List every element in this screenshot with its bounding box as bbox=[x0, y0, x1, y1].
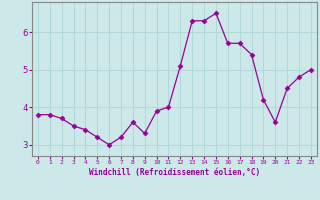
X-axis label: Windchill (Refroidissement éolien,°C): Windchill (Refroidissement éolien,°C) bbox=[89, 168, 260, 177]
